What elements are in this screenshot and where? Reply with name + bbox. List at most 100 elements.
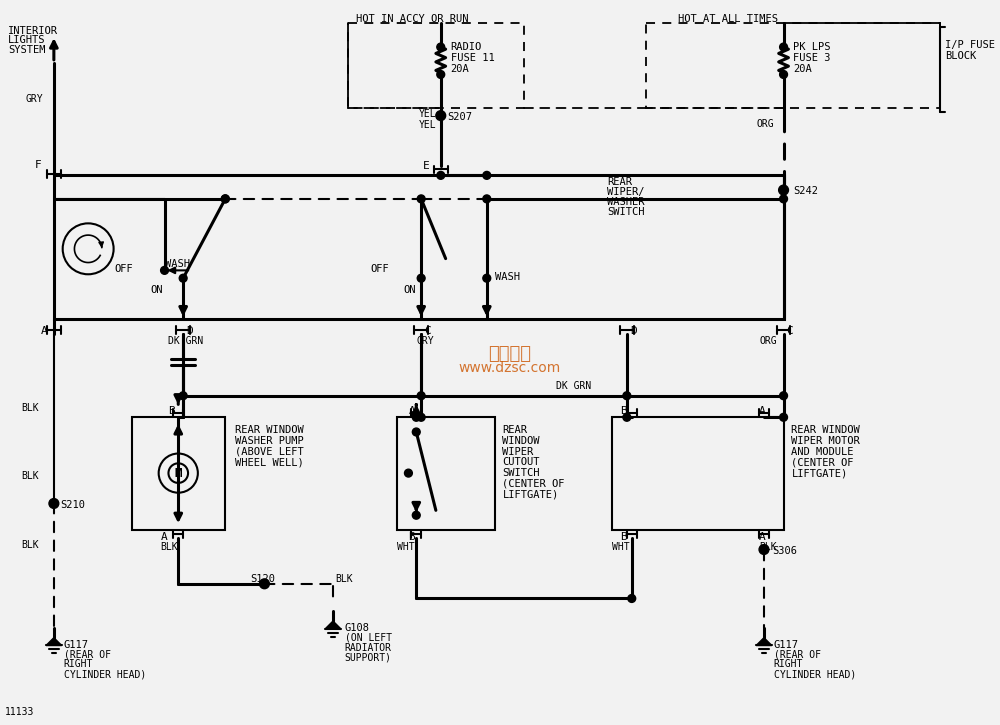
Text: RADIATOR: RADIATOR (345, 642, 392, 652)
Text: LIFTGATE): LIFTGATE) (502, 490, 559, 500)
Text: WASHER PUMP: WASHER PUMP (235, 436, 304, 446)
Text: BLK: BLK (161, 542, 178, 552)
Circle shape (780, 413, 787, 421)
Circle shape (260, 579, 269, 589)
Text: REAR: REAR (502, 425, 527, 435)
Text: www.dzsc.com: www.dzsc.com (458, 361, 560, 376)
Circle shape (49, 499, 59, 508)
Circle shape (221, 195, 229, 203)
Text: D: D (630, 326, 637, 336)
Text: A: A (41, 326, 48, 336)
Text: WIPER MOTOR: WIPER MOTOR (791, 436, 860, 446)
Bar (646, 22, 940, 108)
Text: C: C (786, 326, 793, 336)
Text: (ON LEFT: (ON LEFT (345, 633, 392, 643)
Text: REAR: REAR (607, 178, 632, 187)
Text: LIFTGATE): LIFTGATE) (791, 468, 848, 479)
Text: G117: G117 (64, 639, 89, 650)
Text: RIGHT: RIGHT (64, 659, 93, 669)
Text: ON: ON (404, 285, 416, 295)
Circle shape (417, 413, 425, 421)
Text: S207: S207 (448, 112, 473, 122)
Circle shape (623, 392, 631, 399)
Text: DK GRN: DK GRN (168, 336, 204, 346)
Circle shape (623, 413, 631, 421)
Text: SWITCH: SWITCH (607, 207, 645, 217)
Text: A: A (759, 532, 766, 542)
Text: G108: G108 (345, 623, 370, 633)
Text: (CENTER OF: (CENTER OF (791, 457, 854, 468)
Text: OFF: OFF (370, 263, 389, 273)
Circle shape (437, 43, 445, 51)
Circle shape (780, 70, 787, 78)
Bar (397, 418, 495, 530)
Text: SYSTEM: SYSTEM (8, 45, 45, 55)
Text: B: B (620, 405, 627, 415)
Text: S242: S242 (793, 186, 818, 196)
Circle shape (179, 274, 187, 282)
Text: YEL: YEL (419, 120, 437, 130)
Text: WINDOW: WINDOW (502, 436, 540, 446)
Text: WASH: WASH (495, 273, 520, 282)
Circle shape (436, 111, 446, 120)
Circle shape (780, 43, 787, 51)
Circle shape (780, 195, 787, 203)
Circle shape (417, 274, 425, 282)
Text: RIGHT: RIGHT (774, 659, 803, 669)
Circle shape (779, 185, 788, 195)
Circle shape (161, 267, 168, 274)
Text: E: E (423, 161, 430, 170)
Text: B: B (408, 532, 415, 542)
Text: WIPER/: WIPER/ (607, 187, 645, 197)
Text: (REAR OF: (REAR OF (774, 650, 821, 660)
Text: M: M (175, 467, 182, 480)
Text: RADIO: RADIO (451, 42, 482, 52)
Text: LIGHTS: LIGHTS (8, 36, 45, 45)
Text: ORG: ORG (756, 119, 774, 128)
Text: CYLINDER HEAD): CYLINDER HEAD) (64, 669, 146, 679)
Polygon shape (46, 638, 62, 645)
Polygon shape (325, 621, 341, 629)
Text: WASH: WASH (165, 259, 190, 268)
Text: CYLINDER HEAD): CYLINDER HEAD) (774, 669, 856, 679)
Text: B: B (620, 532, 627, 542)
Text: FUSE 3: FUSE 3 (793, 53, 831, 63)
Text: BLOCK: BLOCK (945, 51, 976, 61)
Circle shape (483, 195, 491, 203)
Text: WHT: WHT (612, 542, 630, 552)
Text: I/P FUSE: I/P FUSE (945, 40, 995, 50)
Circle shape (437, 70, 445, 78)
Text: BLK: BLK (22, 471, 39, 481)
Text: 20A: 20A (793, 64, 812, 74)
Bar (348, 22, 524, 108)
Text: (REAR OF: (REAR OF (64, 650, 111, 660)
Text: WASHER: WASHER (607, 197, 645, 207)
Text: B: B (168, 405, 175, 415)
Text: A: A (759, 405, 766, 415)
Text: ON: ON (151, 285, 163, 295)
Text: 11133: 11133 (5, 707, 34, 717)
Circle shape (483, 274, 491, 282)
Circle shape (405, 469, 412, 477)
Text: BLK: BLK (22, 539, 39, 550)
Text: S210: S210 (61, 500, 86, 510)
Text: BLK: BLK (22, 402, 39, 413)
Text: CUTOUT: CUTOUT (502, 457, 540, 468)
Text: F: F (34, 160, 41, 170)
Text: SWITCH: SWITCH (502, 468, 540, 479)
Text: AND MODULE: AND MODULE (791, 447, 854, 457)
Text: BLK: BLK (335, 574, 353, 584)
Text: (ABOVE LEFT: (ABOVE LEFT (235, 447, 304, 457)
Text: OFF: OFF (115, 263, 133, 273)
Circle shape (759, 544, 769, 555)
Circle shape (417, 392, 425, 399)
Text: D: D (186, 326, 193, 336)
Polygon shape (756, 638, 772, 645)
Text: PK LPS: PK LPS (793, 42, 831, 52)
Circle shape (221, 195, 229, 203)
Circle shape (437, 171, 445, 179)
Circle shape (412, 413, 420, 421)
Bar (612, 418, 784, 530)
Text: DK GRN: DK GRN (556, 381, 592, 391)
Text: GRY: GRY (416, 336, 434, 346)
